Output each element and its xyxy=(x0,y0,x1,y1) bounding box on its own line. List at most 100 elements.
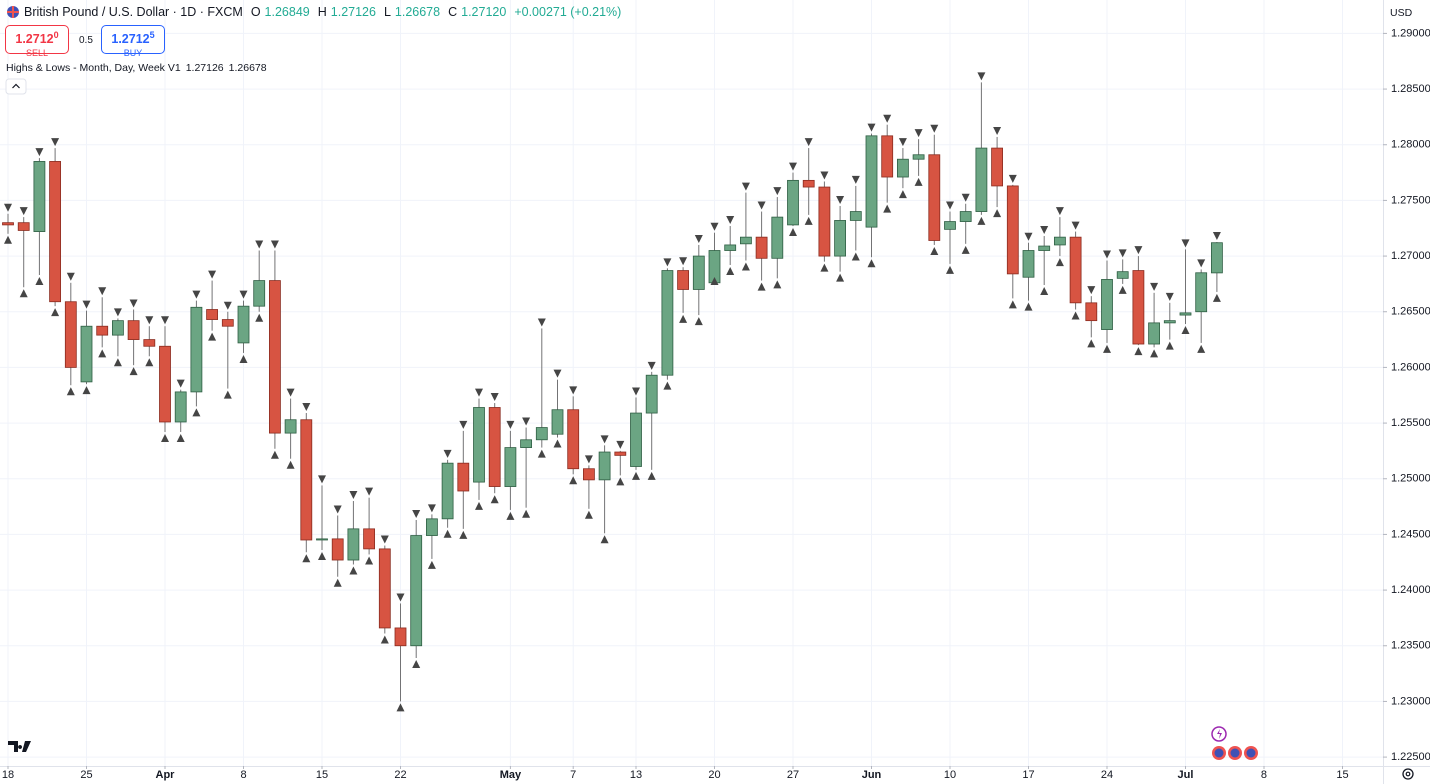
y-tick-label: 1.29000 xyxy=(1391,27,1430,39)
legend-value: 1.27126 xyxy=(330,5,376,19)
y-tick-label: 1.26500 xyxy=(1391,306,1430,318)
high-marker xyxy=(113,308,122,317)
low-marker xyxy=(443,529,452,538)
symbol-name[interactable]: British Pound / U.S. Dollar · 1D · FXCM xyxy=(24,5,243,19)
low-marker xyxy=(286,460,295,469)
low-marker xyxy=(239,354,248,363)
high-marker xyxy=(208,270,217,279)
candle-body xyxy=(1179,312,1192,316)
legend-value: 1.26849 xyxy=(264,5,310,19)
low-marker xyxy=(804,216,813,225)
candle-body xyxy=(206,309,219,320)
y-tick-label: 1.24000 xyxy=(1391,584,1430,596)
low-marker xyxy=(883,204,892,213)
candle-body xyxy=(363,528,376,550)
buy-label: BUY xyxy=(123,48,143,59)
y-tick-label: 1.28500 xyxy=(1391,83,1430,95)
candle-body xyxy=(755,236,768,259)
candle-body xyxy=(221,319,234,327)
low-marker xyxy=(1197,344,1206,353)
low-marker xyxy=(1040,287,1049,296)
candle-body xyxy=(2,222,14,226)
candle-body xyxy=(378,548,391,629)
low-marker xyxy=(176,433,185,442)
x-tick-label: 25 xyxy=(80,769,92,781)
low-marker xyxy=(4,235,13,244)
high-marker xyxy=(1087,286,1096,295)
candle-body xyxy=(944,221,956,230)
indicator-legend[interactable]: Highs & Lows - Month, Day, Week V1 1.271… xyxy=(6,62,267,74)
high-marker xyxy=(396,593,405,602)
candle-body xyxy=(645,374,658,414)
candle-body xyxy=(112,320,124,336)
candle-body xyxy=(567,409,580,470)
high-marker xyxy=(176,379,185,388)
candle-body xyxy=(818,186,831,257)
low-marker xyxy=(961,245,970,254)
high-marker xyxy=(773,187,782,196)
low-marker xyxy=(757,282,766,291)
event-icons[interactable] xyxy=(1211,726,1258,760)
candle-body xyxy=(1210,242,1223,274)
buy-button[interactable]: 1.27125 BUY xyxy=(101,25,165,58)
low-marker xyxy=(427,560,436,569)
candle-body xyxy=(1132,270,1145,345)
high-marker xyxy=(427,504,436,513)
sell-button[interactable]: 1.27120 SELL xyxy=(5,25,69,58)
high-marker xyxy=(1008,174,1017,183)
high-marker xyxy=(788,162,797,171)
candle-body xyxy=(520,439,533,448)
high-marker xyxy=(1212,232,1221,241)
high-marker xyxy=(914,129,923,138)
high-marker xyxy=(255,240,264,249)
x-tick-label: 13 xyxy=(630,769,642,781)
high-marker xyxy=(443,449,452,458)
high-marker xyxy=(1165,292,1174,301)
high-marker xyxy=(883,114,892,123)
high-marker xyxy=(145,316,154,325)
low-marker xyxy=(1071,311,1080,320)
low-marker xyxy=(679,314,688,323)
low-marker xyxy=(553,439,562,448)
high-marker xyxy=(1040,226,1049,235)
high-marker xyxy=(490,393,499,402)
y-tick-label: 1.25500 xyxy=(1391,417,1430,429)
high-marker xyxy=(318,475,327,484)
candle-body xyxy=(190,306,203,393)
candle-body xyxy=(80,325,93,383)
candle-body xyxy=(551,409,564,435)
candle-body xyxy=(724,244,737,251)
settings-button[interactable] xyxy=(1402,768,1414,780)
low-marker xyxy=(270,450,279,459)
collapse-button[interactable] xyxy=(5,78,27,95)
indicator-name: Highs & Lows - Month, Day, Week V1 xyxy=(6,62,181,74)
high-marker xyxy=(600,435,609,444)
low-marker xyxy=(584,510,593,519)
high-marker xyxy=(647,361,656,370)
high-marker xyxy=(679,257,688,266)
candle-body xyxy=(959,211,972,222)
legend-change: +0.00271 (+0.21%) xyxy=(514,5,622,19)
high-marker xyxy=(993,126,1002,135)
legend-value: 1.27120 xyxy=(461,5,507,19)
low-marker xyxy=(898,190,907,199)
candle-body xyxy=(1069,236,1082,304)
high-marker xyxy=(757,201,766,210)
high-marker xyxy=(333,505,342,514)
y-tick-label: 1.27000 xyxy=(1391,250,1430,262)
high-marker xyxy=(35,148,44,157)
low-marker xyxy=(616,477,625,486)
candle-body xyxy=(630,412,642,467)
high-marker xyxy=(930,124,939,133)
currency-label[interactable]: USD xyxy=(1390,7,1413,19)
candle-body xyxy=(237,305,250,344)
low-marker xyxy=(836,273,845,282)
low-marker xyxy=(145,358,154,367)
candle-body xyxy=(865,135,878,228)
high-marker xyxy=(1071,221,1080,230)
high-marker xyxy=(412,509,421,518)
candle-body xyxy=(1022,250,1035,278)
low-marker xyxy=(1087,339,1096,348)
candle-body xyxy=(300,419,313,541)
low-marker xyxy=(490,495,499,504)
